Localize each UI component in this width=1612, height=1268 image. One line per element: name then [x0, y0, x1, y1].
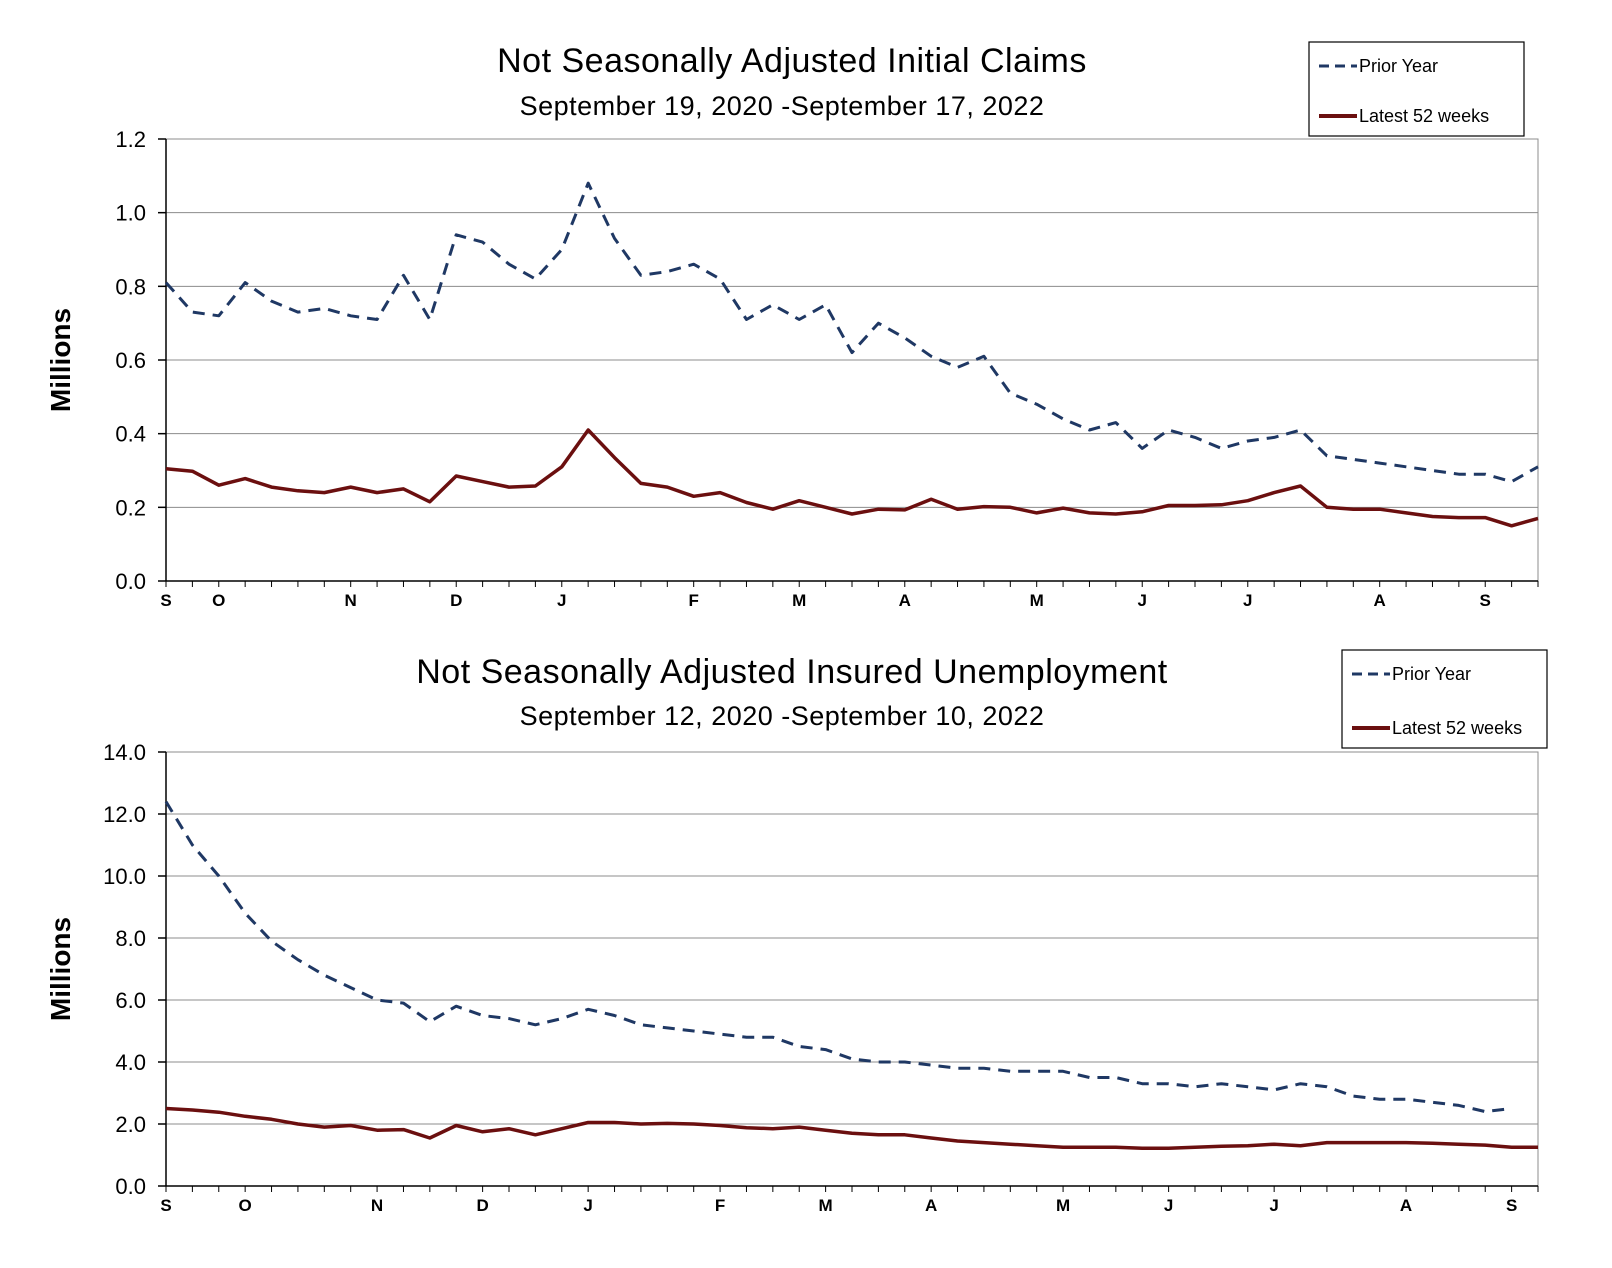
y-tick-label: 0.4 — [115, 422, 146, 447]
legend-label: Prior Year — [1392, 664, 1471, 684]
y-tick-label: 1.0 — [115, 201, 146, 226]
insured-unemployment-chart: Not Seasonally Adjusted Insured Unemploy… — [45, 649, 1548, 1215]
x-month-label: M — [819, 1196, 833, 1215]
legend-label: Latest 52 weeks — [1392, 718, 1522, 738]
x-month-label: S — [160, 591, 171, 610]
x-month-label: A — [1374, 591, 1386, 610]
x-month-label: M — [1056, 1196, 1070, 1215]
plot-frame — [165, 751, 1539, 1187]
x-month-label: J — [1164, 1196, 1173, 1215]
chart-subtitle: September 19, 2020 -September 17, 2022 — [520, 91, 1045, 121]
chart-title: Not Seasonally Adjusted Initial Claims — [497, 42, 1087, 80]
x-month-label: A — [1400, 1196, 1412, 1215]
y-tick-label: 2.0 — [115, 1112, 146, 1137]
prior-year-line — [164, 800, 1512, 1114]
y-tick-label: 0.8 — [115, 274, 146, 299]
x-month-label: M — [792, 591, 806, 610]
y-tick-label: 6.0 — [115, 988, 146, 1013]
y-tick-label: 12.0 — [103, 802, 146, 827]
y-tick-label: 0.2 — [115, 495, 146, 520]
x-month-label: N — [345, 591, 357, 610]
y-tick-label: 1.2 — [115, 127, 146, 152]
x-month-label: J — [1269, 1196, 1278, 1215]
y-tick-label: 14.0 — [103, 740, 146, 765]
y-tick-label: 0.0 — [115, 569, 146, 594]
legend-box — [1308, 41, 1525, 137]
y-tick-label: 4.0 — [115, 1050, 146, 1075]
x-month-label: N — [371, 1196, 383, 1215]
x-month-label: J — [583, 1196, 592, 1215]
y-tick-label: 0.6 — [115, 348, 146, 373]
latest-52-weeks-line — [165, 428, 1539, 528]
y-axis-label: Millions — [45, 917, 76, 1021]
x-month-label: J — [557, 591, 566, 610]
x-month-label: O — [239, 1196, 252, 1215]
prior-year-line — [164, 181, 1539, 484]
x-month-label: J — [1243, 591, 1252, 610]
x-month-label: M — [1030, 591, 1044, 610]
x-month-label: F — [688, 591, 698, 610]
legend-label: Prior Year — [1359, 56, 1438, 76]
x-month-label: A — [925, 1196, 937, 1215]
y-tick-label: 10.0 — [103, 864, 146, 889]
chart-subtitle: September 12, 2020 -September 10, 2022 — [520, 701, 1045, 731]
x-month-label: S — [160, 1196, 171, 1215]
x-month-label: D — [450, 591, 462, 610]
legend-label: Latest 52 weeks — [1359, 106, 1489, 126]
y-axis-label: Millions — [45, 308, 76, 412]
x-month-label: D — [476, 1196, 488, 1215]
x-month-label: F — [715, 1196, 725, 1215]
latest-52-weeks-line — [165, 1106, 1538, 1150]
y-tick-label: 0.0 — [115, 1174, 146, 1199]
x-month-label: J — [1137, 591, 1146, 610]
y-tick-label: 8.0 — [115, 926, 146, 951]
x-month-label: S — [1480, 591, 1491, 610]
chart-title: Not Seasonally Adjusted Insured Unemploy… — [416, 653, 1168, 691]
x-month-label: O — [212, 591, 225, 610]
x-month-label: S — [1506, 1196, 1517, 1215]
initial-claims-chart: Not Seasonally Adjusted Initial Claims Se… — [45, 41, 1539, 610]
legend-box — [1341, 649, 1548, 749]
x-month-label: A — [899, 591, 911, 610]
